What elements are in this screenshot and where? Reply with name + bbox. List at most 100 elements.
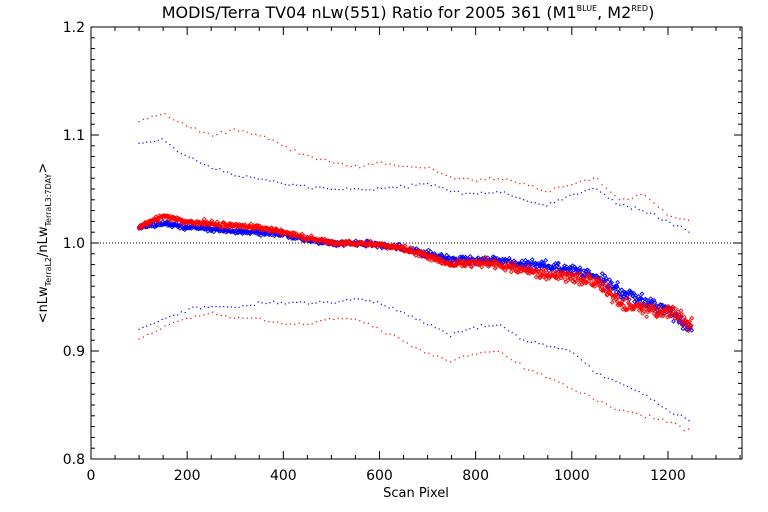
mean-point xyxy=(607,280,613,286)
mean-point xyxy=(572,279,578,285)
envelope-point xyxy=(324,319,326,321)
envelope-point xyxy=(618,199,620,201)
envelope-point xyxy=(259,317,261,319)
envelope-point xyxy=(657,418,659,421)
envelope-point xyxy=(223,305,225,308)
x-tick-label: 200 xyxy=(174,468,201,484)
mean-point xyxy=(578,270,584,276)
envelope-point xyxy=(573,352,575,354)
envelope-point xyxy=(562,383,564,385)
envelope-point xyxy=(428,352,430,354)
envelope-point xyxy=(242,176,244,179)
mean-point xyxy=(593,280,599,286)
mean-point xyxy=(201,216,207,222)
mean-point xyxy=(580,279,586,285)
envelope-point xyxy=(350,299,352,301)
mean-point xyxy=(669,305,674,311)
mean-point xyxy=(642,308,648,314)
envelope-point xyxy=(450,361,452,363)
envelope-point xyxy=(365,300,367,302)
envelope-point xyxy=(346,299,348,301)
envelope-point xyxy=(160,328,162,330)
envelope-point xyxy=(265,179,267,181)
envelope-point xyxy=(188,308,190,310)
envelope-point xyxy=(588,394,590,397)
envelope-point xyxy=(211,167,213,170)
mean-point xyxy=(195,219,201,225)
envelope-point xyxy=(438,328,440,330)
mean-point xyxy=(570,263,576,269)
mean-point xyxy=(413,252,419,258)
mean-point xyxy=(597,277,603,283)
envelope-point xyxy=(484,179,486,181)
envelope-point xyxy=(532,370,534,372)
envelope-point xyxy=(353,298,356,300)
envelope-point xyxy=(250,304,252,306)
envelope-point xyxy=(627,198,629,200)
envelope-point xyxy=(398,337,400,339)
envelope-point xyxy=(357,298,359,300)
envelope-point xyxy=(640,193,642,196)
mean-point xyxy=(450,258,456,264)
envelope-point xyxy=(432,168,434,171)
envelope-point xyxy=(234,175,236,177)
envelope-point xyxy=(457,190,459,193)
envelope-point xyxy=(146,325,148,327)
envelope-point xyxy=(597,178,599,180)
envelope-point xyxy=(324,158,326,161)
envelope-point xyxy=(188,156,190,158)
envelope-point xyxy=(168,116,170,119)
envelope-point xyxy=(311,156,313,158)
envelope-point xyxy=(288,184,290,186)
y-tick-label: 0.9 xyxy=(63,344,85,360)
envelope-point xyxy=(280,182,282,184)
envelope-point xyxy=(315,158,318,161)
envelope-point xyxy=(471,179,473,181)
envelope-point xyxy=(338,189,340,191)
envelope-point xyxy=(276,141,279,143)
mean-point xyxy=(565,277,571,283)
envelope-point xyxy=(445,174,447,177)
mean-point xyxy=(599,284,604,290)
mean-point xyxy=(232,222,238,227)
envelope-point xyxy=(192,157,194,159)
envelope-point xyxy=(169,144,171,146)
mean-point xyxy=(555,260,561,266)
envelope-point xyxy=(315,302,317,304)
envelope-point xyxy=(150,141,152,143)
envelope-point xyxy=(454,359,456,361)
envelope-point xyxy=(484,192,486,195)
mean-point xyxy=(322,236,328,242)
envelope-point xyxy=(426,324,429,326)
envelope-point xyxy=(186,125,188,127)
envelope-point xyxy=(233,317,235,319)
envelope-point xyxy=(675,422,677,425)
envelope-point xyxy=(523,182,525,185)
chart-title-prefix: MODIS/Terra TV04 nLw(551) Ratio for 2005… xyxy=(162,3,577,22)
x-tick-label: 600 xyxy=(366,468,393,484)
y-axis-title-close: > xyxy=(36,163,51,174)
envelope-point xyxy=(515,196,517,198)
envelope-point xyxy=(607,377,609,379)
envelope-point xyxy=(601,401,603,403)
envelope-point xyxy=(281,144,283,146)
envelope-point xyxy=(607,197,609,199)
envelope-point xyxy=(665,219,667,221)
envelope-point xyxy=(242,317,244,319)
envelope-point xyxy=(640,414,642,416)
envelope-point xyxy=(442,330,444,332)
envelope-point xyxy=(545,190,547,193)
x-tick-label: 1200 xyxy=(650,468,686,484)
envelope-point xyxy=(242,130,244,132)
x-tick-label: 800 xyxy=(462,468,489,484)
y-tick-label: 1.1 xyxy=(63,128,85,144)
envelope-point xyxy=(365,189,367,191)
plot-frame xyxy=(90,26,743,460)
envelope-point xyxy=(246,131,248,133)
envelope-point xyxy=(138,328,140,330)
mean-point xyxy=(556,268,562,274)
envelope-point xyxy=(303,184,306,186)
envelope-point xyxy=(384,187,386,189)
envelope-point xyxy=(177,121,179,123)
envelope-point xyxy=(424,167,426,169)
